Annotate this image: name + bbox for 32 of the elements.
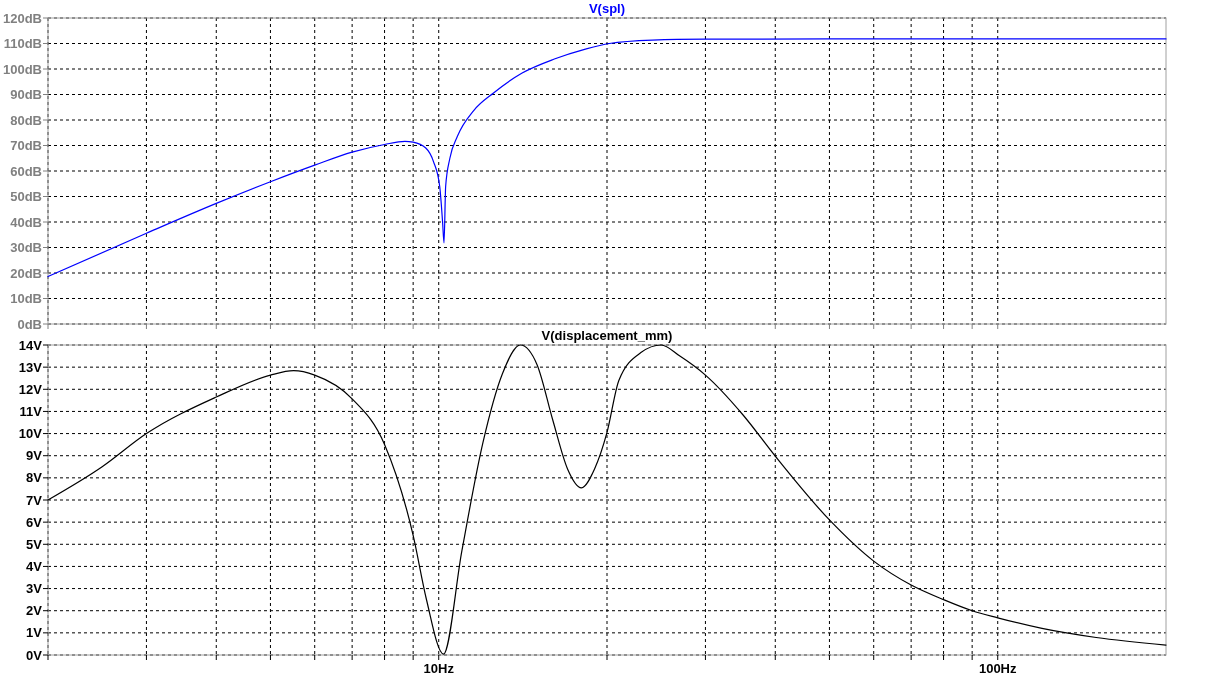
y-tick-label: 11V [19,403,43,419]
y-tick-label: 10dB [10,291,42,307]
y-tick-label: 20dB [10,265,42,281]
y-tick-label: 30dB [10,240,42,256]
y-tick-label: 110dB [3,36,42,52]
chart-title: V(displacement_mm) [541,328,673,343]
y-tick-label: 6V [26,514,43,530]
y-tick-label: 10V [18,426,43,442]
y-tick-label: 7V [26,492,43,508]
y-tick-label: 9V [26,448,43,464]
y-tick-label: 80dB [10,112,42,128]
y-tick-label: 70dB [10,138,42,154]
y-tick-label: 14V [18,337,43,353]
y-tick-label: 100dB [2,61,42,77]
y-tick-label: 0V [26,647,43,663]
y-tick-label: 12V [18,381,43,397]
y-tick-label: 2V [26,603,43,619]
y-tick-label: 1V [26,625,43,641]
y-tick-label: 50dB [10,189,42,205]
chart-title: V(spl) [588,1,626,16]
y-tick-label: 3V [26,581,43,597]
y-tick-label: 0dB [17,316,42,332]
x-tick-label: 10Hz [423,661,455,676]
y-tick-label: 120dB [2,10,42,26]
y-tick-label: 60dB [10,163,42,179]
y-tick-label: 8V [26,470,43,486]
y-tick-label: 4V [26,558,43,574]
y-tick-label: 13V [18,359,43,375]
x-tick-label: 100Hz [978,661,1018,676]
y-tick-label: 40dB [10,214,42,230]
y-tick-label: 90dB [10,87,42,103]
y-tick-label: 5V [26,536,43,552]
